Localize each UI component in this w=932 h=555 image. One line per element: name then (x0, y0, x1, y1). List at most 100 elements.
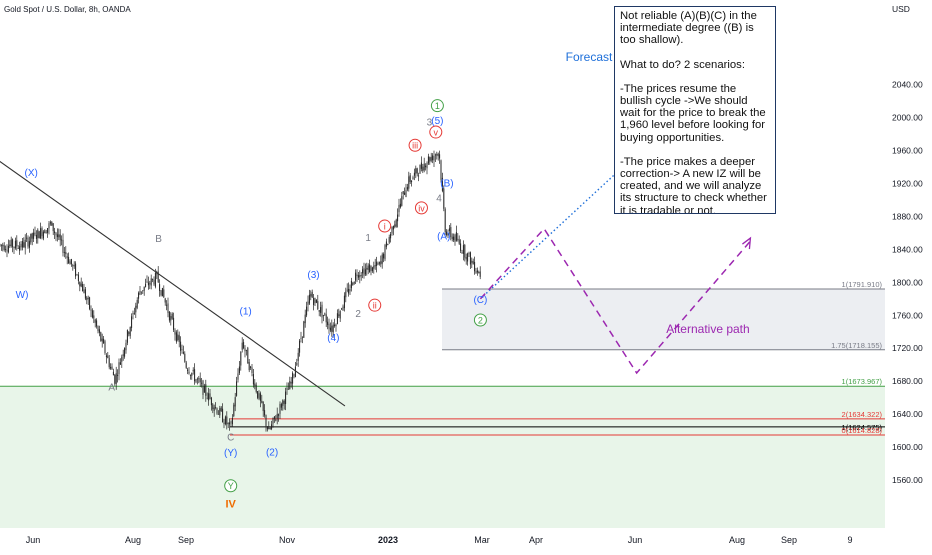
candle-body (413, 172, 415, 176)
candle-body (82, 284, 84, 292)
candle-body (290, 382, 292, 384)
candle-body (353, 281, 355, 284)
candle-body (371, 267, 373, 272)
candle-body (301, 336, 303, 338)
candle-body (441, 177, 443, 191)
candle-body (244, 348, 246, 352)
candle-body (346, 289, 348, 291)
wave-label-2: A (108, 382, 115, 393)
candle-body (447, 233, 449, 236)
candle-body (276, 413, 278, 419)
candle-body (405, 189, 407, 198)
candle-body (310, 293, 312, 297)
candle-body (315, 299, 317, 303)
x-tick-7: Jun (628, 535, 643, 545)
candle-body (215, 407, 217, 408)
y-tick-5: 1760.00 (892, 310, 923, 320)
candle-body (65, 251, 67, 255)
candle-body (461, 252, 463, 253)
candle-body (187, 369, 189, 371)
x-tick-2: Sep (178, 535, 194, 545)
candle-body (355, 272, 357, 281)
wave-label-22: (B) (440, 179, 453, 190)
candle-body (77, 274, 79, 281)
candle-body (440, 160, 442, 180)
candle-body (91, 310, 93, 318)
candle-body (202, 380, 204, 395)
candle-body (327, 321, 329, 325)
candle-body (240, 351, 242, 366)
candle-body (49, 222, 51, 224)
candle-body (28, 241, 30, 248)
y-tick-11: 2000.00 (892, 112, 923, 122)
candle-body (352, 283, 354, 286)
wave-circle-16 (414, 201, 428, 215)
candle-body (133, 312, 135, 314)
candle-body (292, 372, 294, 384)
candle-body (476, 270, 478, 273)
y-tick-7: 1840.00 (892, 244, 923, 254)
candle-body (111, 366, 113, 370)
candle-body (237, 373, 239, 380)
candle-body (257, 391, 259, 398)
candle-body (118, 362, 120, 375)
candle-body (41, 228, 43, 237)
candle-body (154, 273, 156, 287)
candle-body (278, 414, 280, 416)
candle-body (332, 324, 334, 333)
candle-body (97, 326, 99, 331)
candle-body (5, 249, 7, 250)
candles-layer (0, 150, 481, 432)
candle-body (121, 356, 123, 362)
candle-body (212, 404, 214, 410)
candle-body (201, 382, 203, 384)
note-paragraph-2: What to do? 2 scenarios: (620, 58, 745, 71)
candle-body (175, 332, 177, 342)
candle-body (297, 352, 299, 361)
candle-body (61, 239, 63, 241)
candle-body (419, 164, 421, 174)
candle-body (262, 401, 264, 412)
candle-body (457, 238, 459, 240)
candle-body (174, 330, 176, 335)
candle-body (285, 391, 287, 405)
candle-body (107, 355, 109, 359)
candle-body (404, 192, 406, 195)
x-tick-8: Aug (729, 535, 745, 545)
y-tick-1: 1600.00 (892, 442, 923, 452)
wave-label-11: 1 (365, 233, 371, 244)
candle-body (458, 239, 460, 244)
candle-body (399, 203, 401, 208)
candle-body (171, 313, 173, 319)
candle-body (437, 153, 439, 157)
candle-body (255, 384, 257, 392)
candle-body (42, 231, 44, 239)
candle-body (160, 290, 162, 296)
candle-body (100, 332, 102, 341)
candle-body (373, 265, 375, 269)
candle-body (286, 387, 288, 390)
candle-body (474, 261, 476, 272)
candle-body (269, 428, 271, 429)
candle-body (446, 231, 448, 235)
candle-body (433, 156, 435, 161)
candle-body (17, 248, 19, 249)
candle-body (468, 252, 470, 254)
candle-body (328, 323, 330, 329)
candle-body (265, 415, 267, 426)
wave-label-12: 2 (355, 309, 361, 320)
x-tick-1: Aug (125, 535, 141, 545)
candle-body (234, 397, 236, 407)
x-tick-6: Apr (529, 535, 543, 545)
candle-body (220, 407, 222, 412)
candle-body (33, 232, 35, 239)
chart-title: Gold Spot / U.S. Dollar, 8h, OANDA (4, 5, 131, 14)
candle-body (44, 230, 46, 234)
wave-label-14: ii (373, 301, 377, 311)
candle-body (250, 366, 252, 368)
candle-body (189, 374, 191, 376)
candle-body (194, 369, 196, 382)
candle-body (259, 393, 261, 401)
candle-body (12, 239, 14, 248)
candle-body (436, 154, 438, 156)
